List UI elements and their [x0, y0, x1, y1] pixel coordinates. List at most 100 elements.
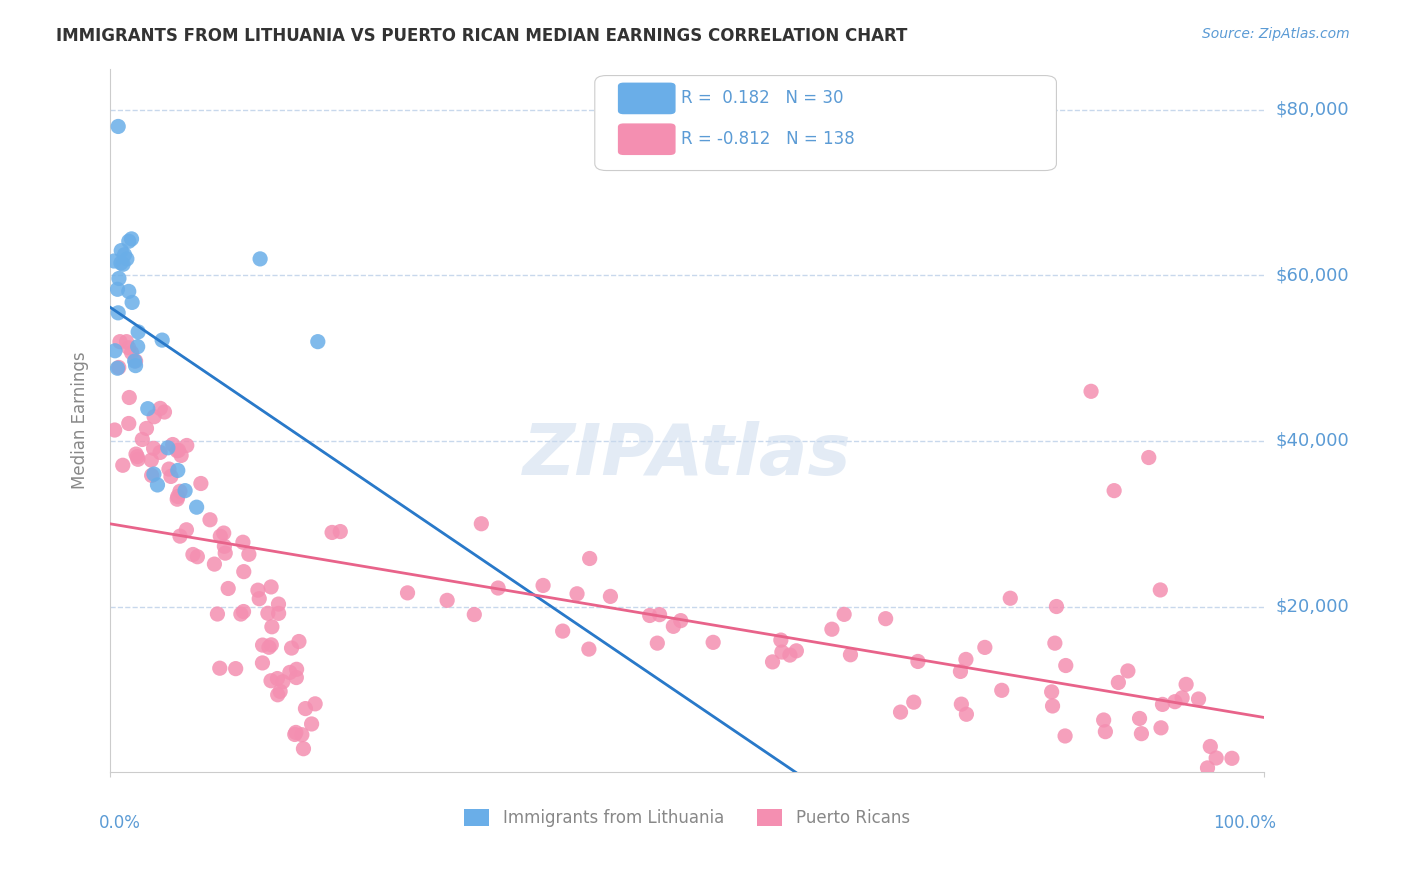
Point — [950, 697, 973, 711]
Text: 0.0%: 0.0% — [98, 814, 141, 832]
Point — [186, 500, 208, 515]
Point — [103, 254, 125, 268]
Point — [821, 622, 844, 636]
Point — [463, 607, 485, 622]
Point — [1137, 450, 1160, 465]
Point — [115, 252, 138, 266]
Point — [832, 607, 855, 622]
Point — [131, 433, 153, 447]
Point — [875, 612, 897, 626]
Point — [156, 441, 179, 455]
Point — [531, 578, 554, 592]
Point — [1092, 713, 1115, 727]
Point — [107, 361, 129, 376]
Point — [157, 462, 180, 476]
Point — [396, 586, 419, 600]
Point — [166, 490, 188, 504]
Point — [285, 671, 308, 685]
Point — [1187, 692, 1209, 706]
Point — [104, 423, 127, 437]
Point — [907, 655, 929, 669]
Point — [266, 672, 288, 686]
Point — [121, 345, 143, 359]
Point — [903, 695, 925, 709]
Point — [1150, 721, 1173, 735]
Point — [149, 401, 172, 416]
Point — [301, 717, 323, 731]
Point — [232, 565, 254, 579]
Point — [169, 484, 191, 499]
Point — [955, 707, 977, 722]
Point — [284, 727, 307, 741]
Point — [114, 248, 136, 262]
Point — [288, 634, 311, 648]
Point — [136, 401, 159, 416]
Text: $40,000: $40,000 — [1275, 432, 1350, 450]
Point — [1054, 729, 1077, 743]
Point — [291, 728, 314, 742]
Point — [118, 234, 141, 248]
Point — [770, 645, 793, 659]
Point — [257, 607, 280, 621]
Point — [769, 633, 792, 648]
Point — [1164, 695, 1187, 709]
Point — [162, 437, 184, 451]
Point — [127, 452, 149, 467]
Point — [294, 701, 316, 715]
Point — [127, 450, 149, 464]
Point — [202, 557, 225, 571]
Point — [321, 525, 343, 540]
Point — [1000, 591, 1022, 606]
Point — [648, 607, 671, 622]
Point — [142, 442, 165, 456]
Point — [208, 661, 231, 675]
Point — [1107, 675, 1129, 690]
Point — [141, 468, 163, 483]
Point — [271, 674, 294, 689]
Point — [260, 620, 283, 634]
Point — [125, 447, 148, 461]
Point — [565, 587, 588, 601]
Point — [761, 655, 783, 669]
Point — [176, 523, 198, 537]
Point — [779, 648, 801, 662]
Point — [170, 449, 193, 463]
FancyBboxPatch shape — [617, 83, 675, 114]
Text: $60,000: $60,000 — [1275, 267, 1350, 285]
Point — [217, 582, 239, 596]
Point — [111, 458, 134, 473]
Point — [135, 421, 157, 435]
Point — [1080, 384, 1102, 399]
Point — [121, 232, 143, 246]
Point — [267, 597, 290, 611]
Point — [267, 688, 290, 702]
Text: Source: ZipAtlas.com: Source: ZipAtlas.com — [1202, 27, 1350, 41]
Point — [118, 341, 141, 355]
Point — [280, 641, 302, 656]
Point — [260, 638, 283, 652]
Point — [166, 492, 188, 507]
Point — [124, 354, 146, 368]
Point — [207, 607, 229, 621]
Point — [1042, 698, 1064, 713]
Text: IMMIGRANTS FROM LITHUANIA VS PUERTO RICAN MEDIAN EARNINGS CORRELATION CHART: IMMIGRANTS FROM LITHUANIA VS PUERTO RICA… — [56, 27, 908, 45]
Point — [486, 581, 509, 595]
Point — [127, 340, 149, 354]
Text: R =  0.182   N = 30: R = 0.182 N = 30 — [682, 89, 844, 107]
Text: $80,000: $80,000 — [1275, 101, 1350, 119]
Point — [551, 624, 574, 639]
Text: ZIPAtlas: ZIPAtlas — [523, 421, 852, 490]
Point — [436, 593, 458, 607]
Point — [115, 334, 138, 349]
Point — [260, 673, 283, 688]
Point — [990, 683, 1012, 698]
Point — [121, 295, 143, 310]
Point — [124, 354, 146, 368]
Point — [146, 478, 169, 492]
Point — [166, 463, 188, 477]
Point — [578, 642, 600, 657]
Point — [662, 619, 685, 633]
Point — [118, 391, 141, 405]
Point — [150, 333, 173, 347]
Point — [247, 591, 270, 606]
